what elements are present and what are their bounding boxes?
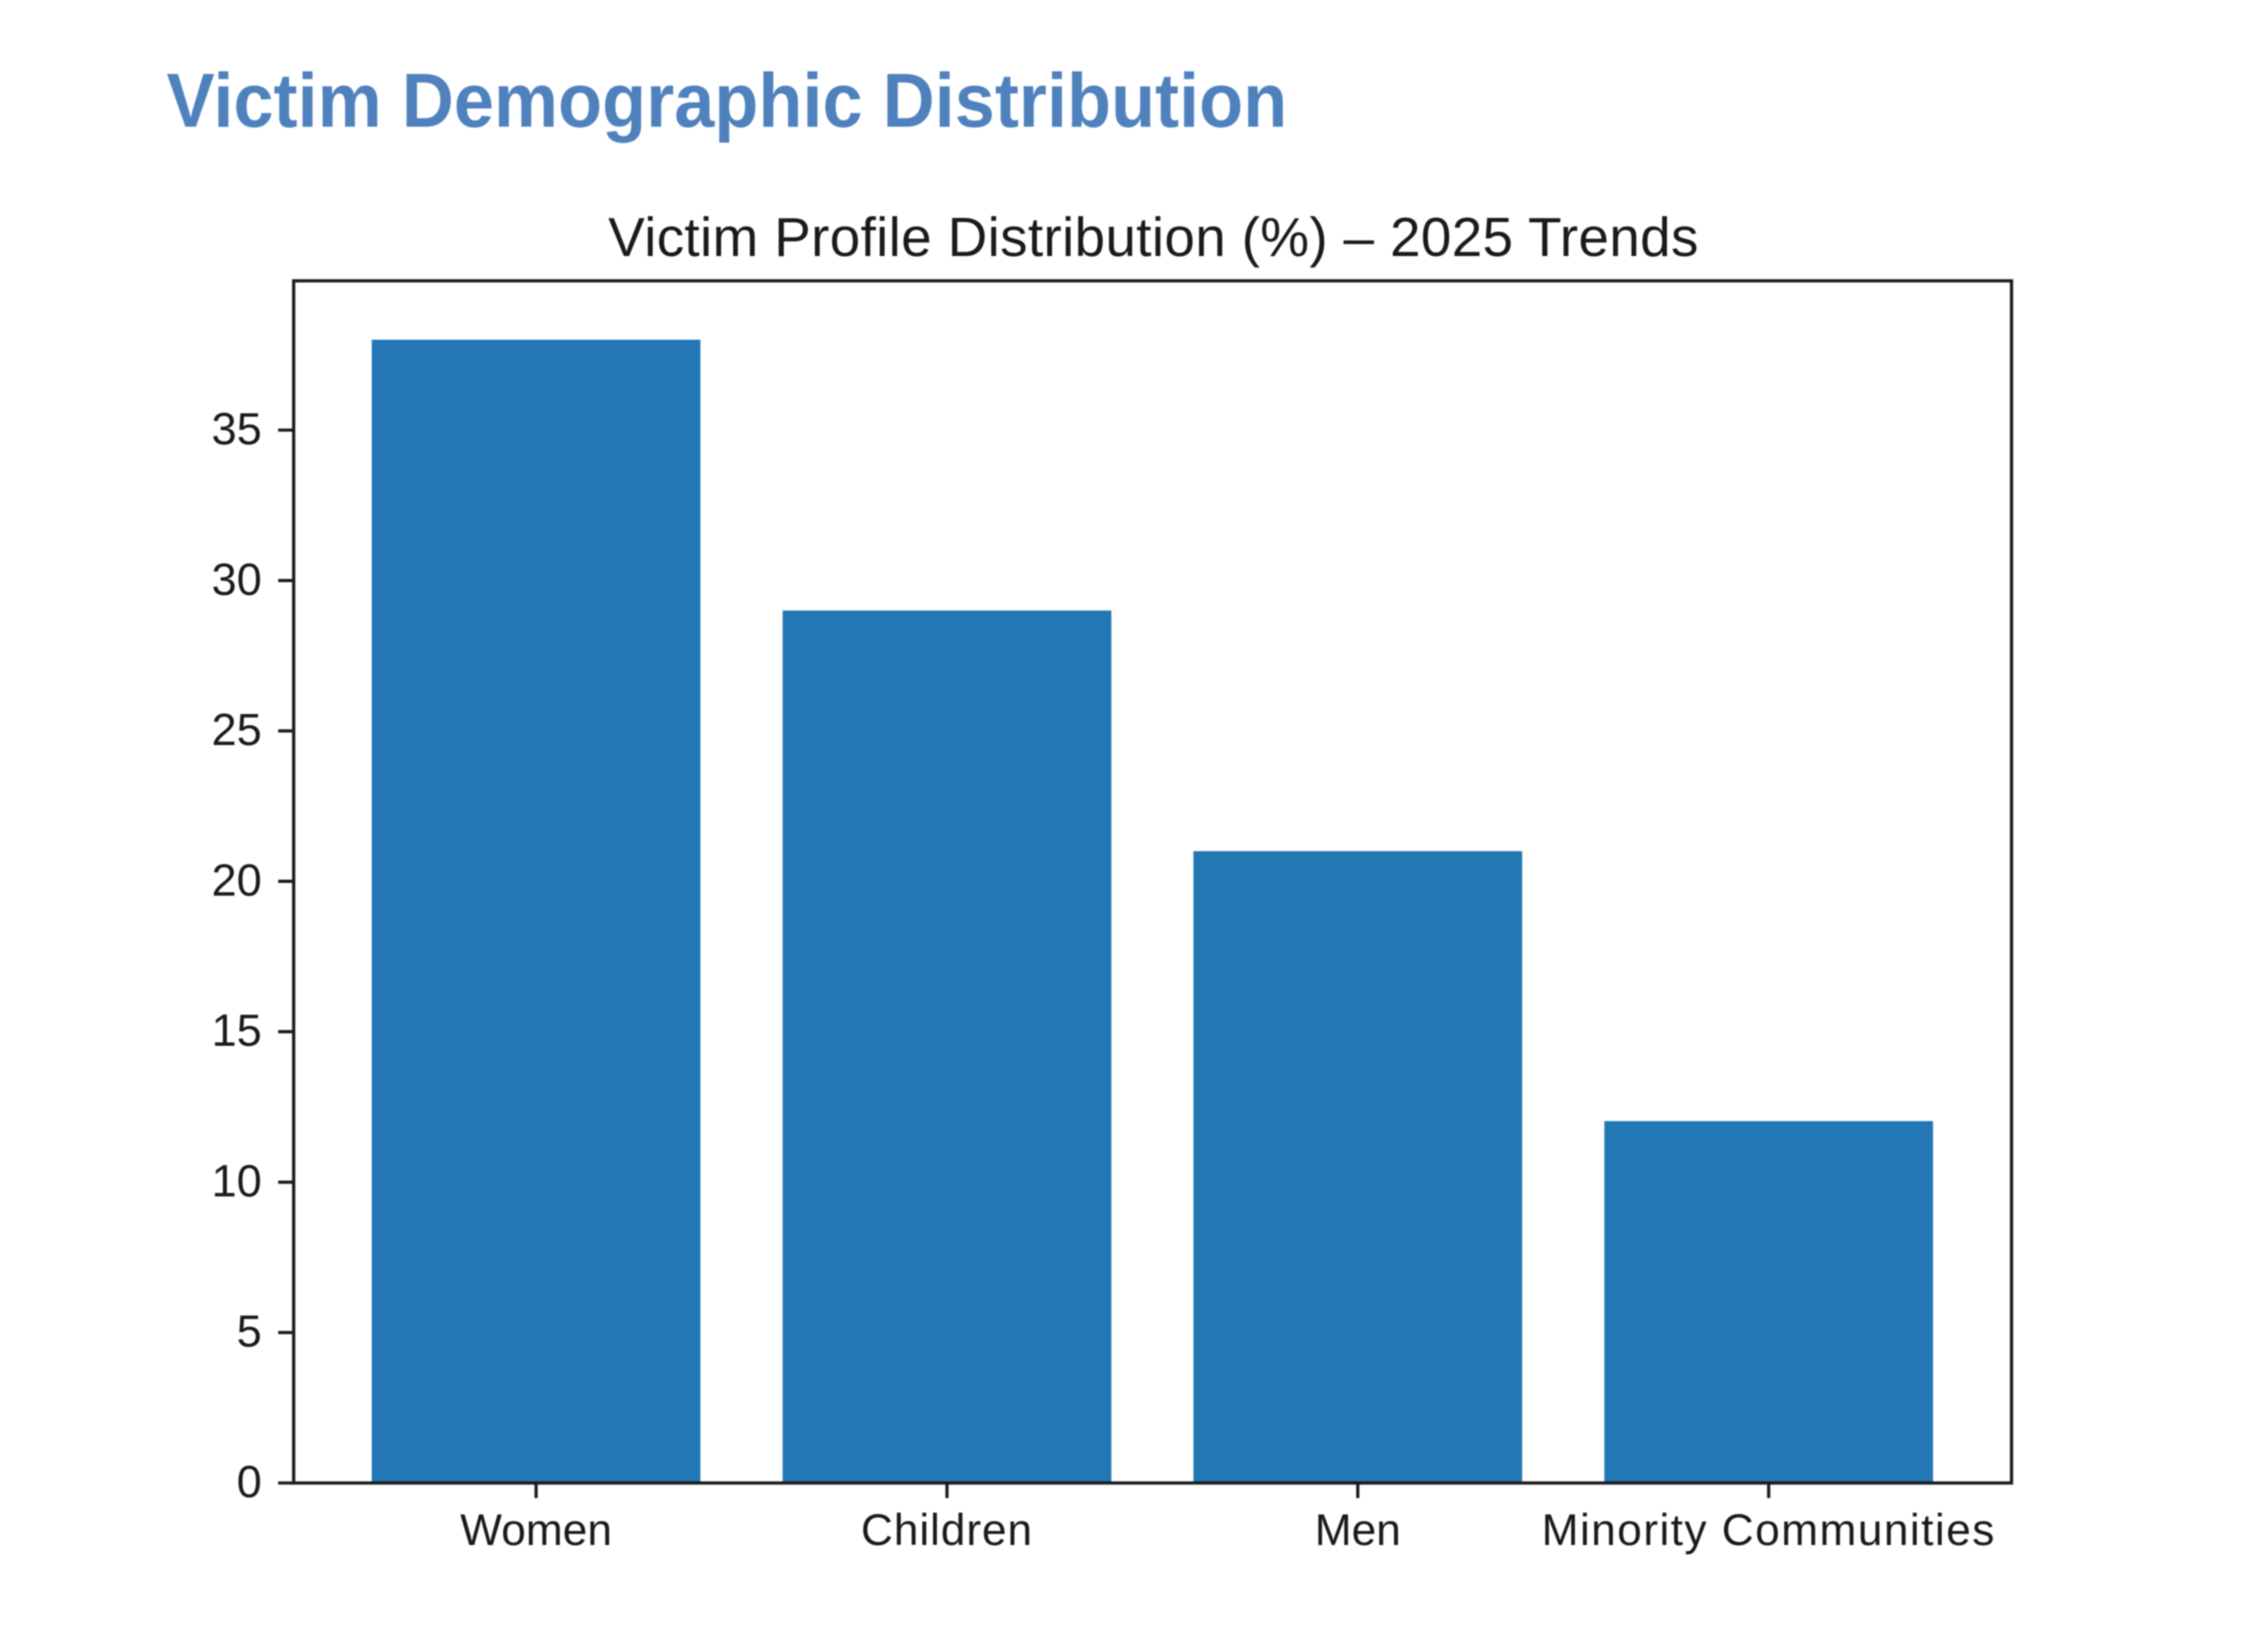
svg-text:30: 30 [212, 554, 262, 604]
svg-text:5: 5 [237, 1306, 261, 1356]
svg-text:0: 0 [237, 1456, 261, 1507]
svg-text:Women: Women [460, 1505, 611, 1555]
svg-text:Minority Communities: Minority Communities [1542, 1505, 1996, 1555]
svg-text:20: 20 [212, 855, 262, 905]
svg-text:25: 25 [212, 704, 262, 755]
svg-text:35: 35 [212, 404, 262, 454]
svg-text:10: 10 [212, 1155, 262, 1206]
svg-text:Children: Children [861, 1505, 1033, 1555]
svg-text:15: 15 [212, 1005, 262, 1056]
svg-text:Victim Profile Distribution (%: Victim Profile Distribution (%) – 2025 T… [609, 207, 1699, 268]
svg-text:Victim Demographic Distributio: Victim Demographic Distribution [167, 58, 1287, 144]
svg-text:Men: Men [1315, 1505, 1401, 1555]
